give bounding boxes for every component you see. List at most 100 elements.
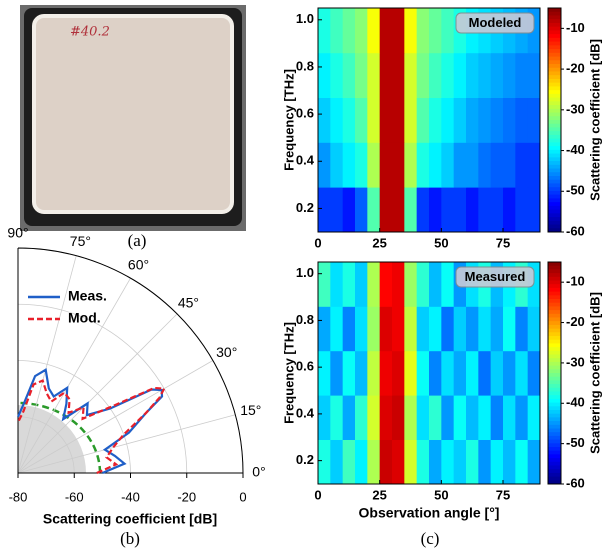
heat-cell [367, 52, 381, 98]
colorbar-segment [548, 410, 561, 415]
colorbar-tick-label: -20 [566, 314, 585, 329]
heat-cell [367, 8, 381, 54]
colorbar-segment [548, 387, 561, 392]
heat-cell [404, 439, 418, 485]
y-tick-label: 0.4 [296, 153, 315, 168]
colorbar-segment [548, 52, 561, 58]
heat-cell [379, 142, 393, 188]
colorbar-segment [548, 75, 561, 80]
colorbar-segment [548, 56, 561, 61]
heat-cell [527, 350, 541, 396]
heat-cell [515, 187, 529, 233]
colorbar-segment [548, 205, 561, 211]
colorbar-segment [548, 310, 561, 315]
heat-cell [478, 350, 492, 396]
colorbar-segment [548, 19, 561, 24]
colorbar-segment [548, 391, 561, 396]
colorbar-segment [548, 339, 561, 344]
heat-cell [466, 97, 479, 143]
heat-cell [330, 439, 344, 485]
heat-cell [342, 187, 356, 233]
annotation: Measured [465, 269, 526, 284]
x-tick-label: 75 [496, 235, 510, 250]
colorbar-segment [548, 472, 561, 478]
heat-cell [490, 395, 504, 440]
colorbar-segment [548, 168, 561, 173]
colorbar-segment [548, 49, 561, 54]
colorbar-segment [548, 262, 561, 267]
colorbar-segment [548, 134, 561, 140]
heat-cell [330, 142, 344, 188]
colorbar-segment [548, 332, 561, 337]
heat-cell [367, 97, 381, 143]
heat-cell [392, 350, 405, 396]
panel-label: (b) [120, 529, 140, 548]
colorbar-segment [548, 465, 561, 470]
heat-cell [416, 439, 430, 485]
heat-cell [404, 395, 418, 440]
heat-cell [379, 306, 393, 352]
heat-cell [466, 142, 479, 188]
theta-tick-label: 45° [178, 295, 199, 311]
x-tick-label: 0 [314, 487, 321, 502]
heat-cell [318, 350, 331, 396]
y-tick-label: 0.2 [296, 200, 314, 215]
y-tick-label: 1.0 [296, 265, 314, 280]
colorbar-tick-label: -10 [566, 274, 585, 289]
colorbar-segment [548, 138, 561, 143]
photo-label: #40.2 [70, 25, 110, 40]
colorbar-segment [548, 30, 561, 35]
photo: #40.2 [20, 5, 246, 231]
colorbar-segment [548, 299, 561, 304]
heat-cell [404, 306, 418, 352]
colorbar-segment [548, 273, 561, 278]
colorbar-segment [548, 413, 561, 418]
heat-cell [379, 350, 393, 396]
heat-cell [441, 306, 455, 352]
colorbar-segment [548, 402, 561, 407]
colorbar-segment [548, 306, 561, 311]
heat-cell [490, 97, 504, 143]
series-line [17, 379, 166, 475]
annotation-box [455, 12, 535, 34]
heat-cell [355, 262, 368, 307]
colorbar-segment [548, 213, 561, 218]
colorbar-segment [548, 172, 561, 177]
heat-cell [318, 395, 331, 440]
heat-cell [355, 52, 368, 98]
colorbar-segment [548, 217, 561, 222]
heat-cell [392, 395, 405, 440]
heat-cell [416, 187, 430, 233]
heat-cell [330, 262, 344, 307]
colorbar-segment [548, 302, 561, 307]
colorbar-segment [548, 228, 561, 233]
x-tick-label: 75 [496, 487, 510, 502]
heat-cell [527, 395, 541, 440]
colorbar-segment [548, 149, 561, 155]
colorbar-segment [548, 428, 561, 433]
heat-cell [527, 52, 541, 98]
heat-cell [441, 142, 455, 188]
colorbar-segment [548, 127, 561, 132]
heat-cell [527, 97, 541, 143]
colorbar-tick-label: -20 [566, 61, 585, 76]
heat-cell [416, 262, 430, 307]
heat-cell [342, 262, 356, 307]
heat-cell [392, 262, 405, 307]
heat-cell [478, 187, 492, 233]
colorbar-title: Scattering coefficient [dB] [587, 39, 602, 201]
heat-cell [527, 187, 541, 233]
heat-cell [503, 52, 516, 98]
colorbar-segment [548, 469, 561, 474]
heat-cell [515, 142, 529, 188]
heat-cell [379, 439, 393, 485]
heat-cell [318, 142, 331, 188]
colorbar-segment [548, 120, 561, 125]
heat-cell [404, 350, 418, 396]
heat-cell [367, 306, 381, 352]
colorbar-segment [548, 435, 561, 441]
heat-cell [404, 142, 418, 188]
colorbar-segment [548, 384, 561, 389]
heat-cell [330, 187, 344, 233]
heat-cell [355, 8, 368, 54]
